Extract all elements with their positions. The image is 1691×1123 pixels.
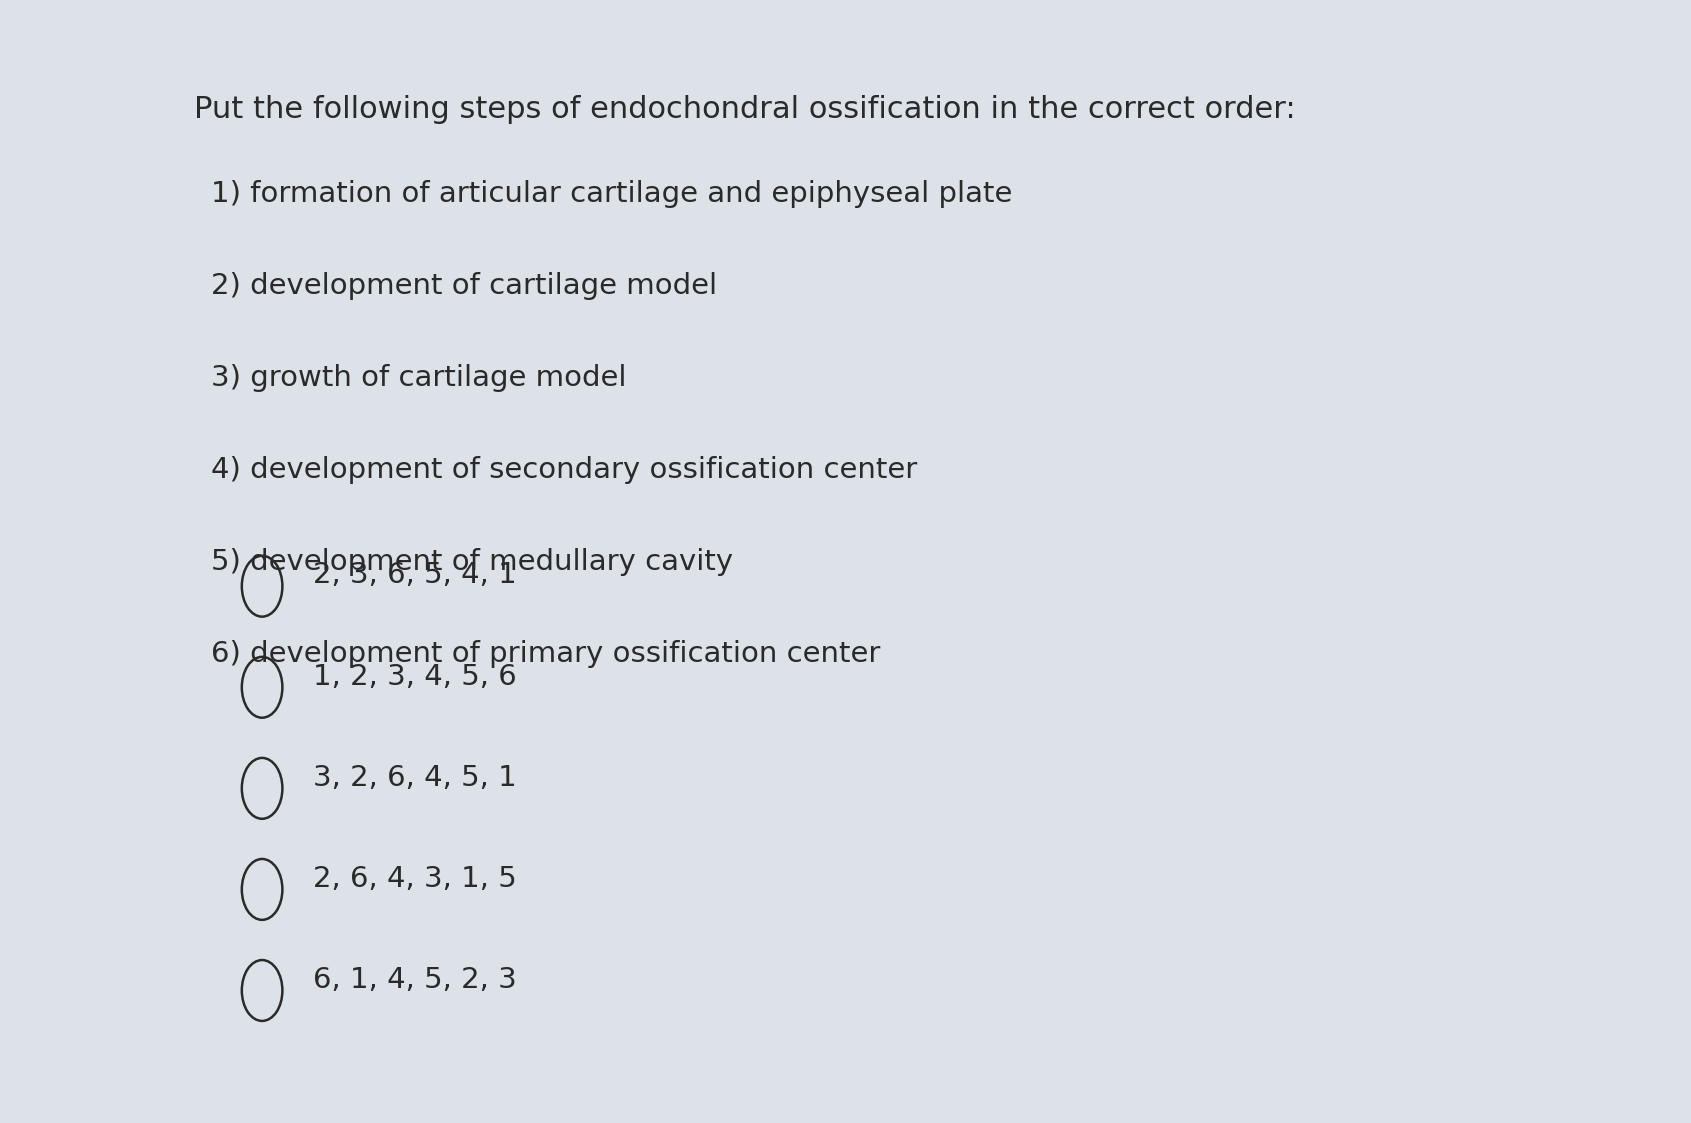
Text: 6) development of primary ossification center: 6) development of primary ossification c…	[211, 640, 881, 668]
Text: 1, 2, 3, 4, 5, 6: 1, 2, 3, 4, 5, 6	[313, 663, 516, 691]
Text: Put the following steps of endochondral ossification in the correct order:: Put the following steps of endochondral …	[194, 95, 1295, 125]
Text: 5) development of medullary cavity: 5) development of medullary cavity	[211, 548, 734, 576]
Text: 1) formation of articular cartilage and epiphyseal plate: 1) formation of articular cartilage and …	[211, 180, 1013, 208]
Text: 3, 2, 6, 4, 5, 1: 3, 2, 6, 4, 5, 1	[313, 764, 516, 792]
Text: 3) growth of cartilage model: 3) growth of cartilage model	[211, 364, 627, 392]
Text: 2) development of cartilage model: 2) development of cartilage model	[211, 272, 717, 300]
Text: 6, 1, 4, 5, 2, 3: 6, 1, 4, 5, 2, 3	[313, 966, 516, 994]
Text: 2, 6, 4, 3, 1, 5: 2, 6, 4, 3, 1, 5	[313, 865, 516, 893]
Text: 2, 3, 6, 5, 4, 1: 2, 3, 6, 5, 4, 1	[313, 562, 516, 590]
Text: 4) development of secondary ossification center: 4) development of secondary ossification…	[211, 456, 918, 484]
